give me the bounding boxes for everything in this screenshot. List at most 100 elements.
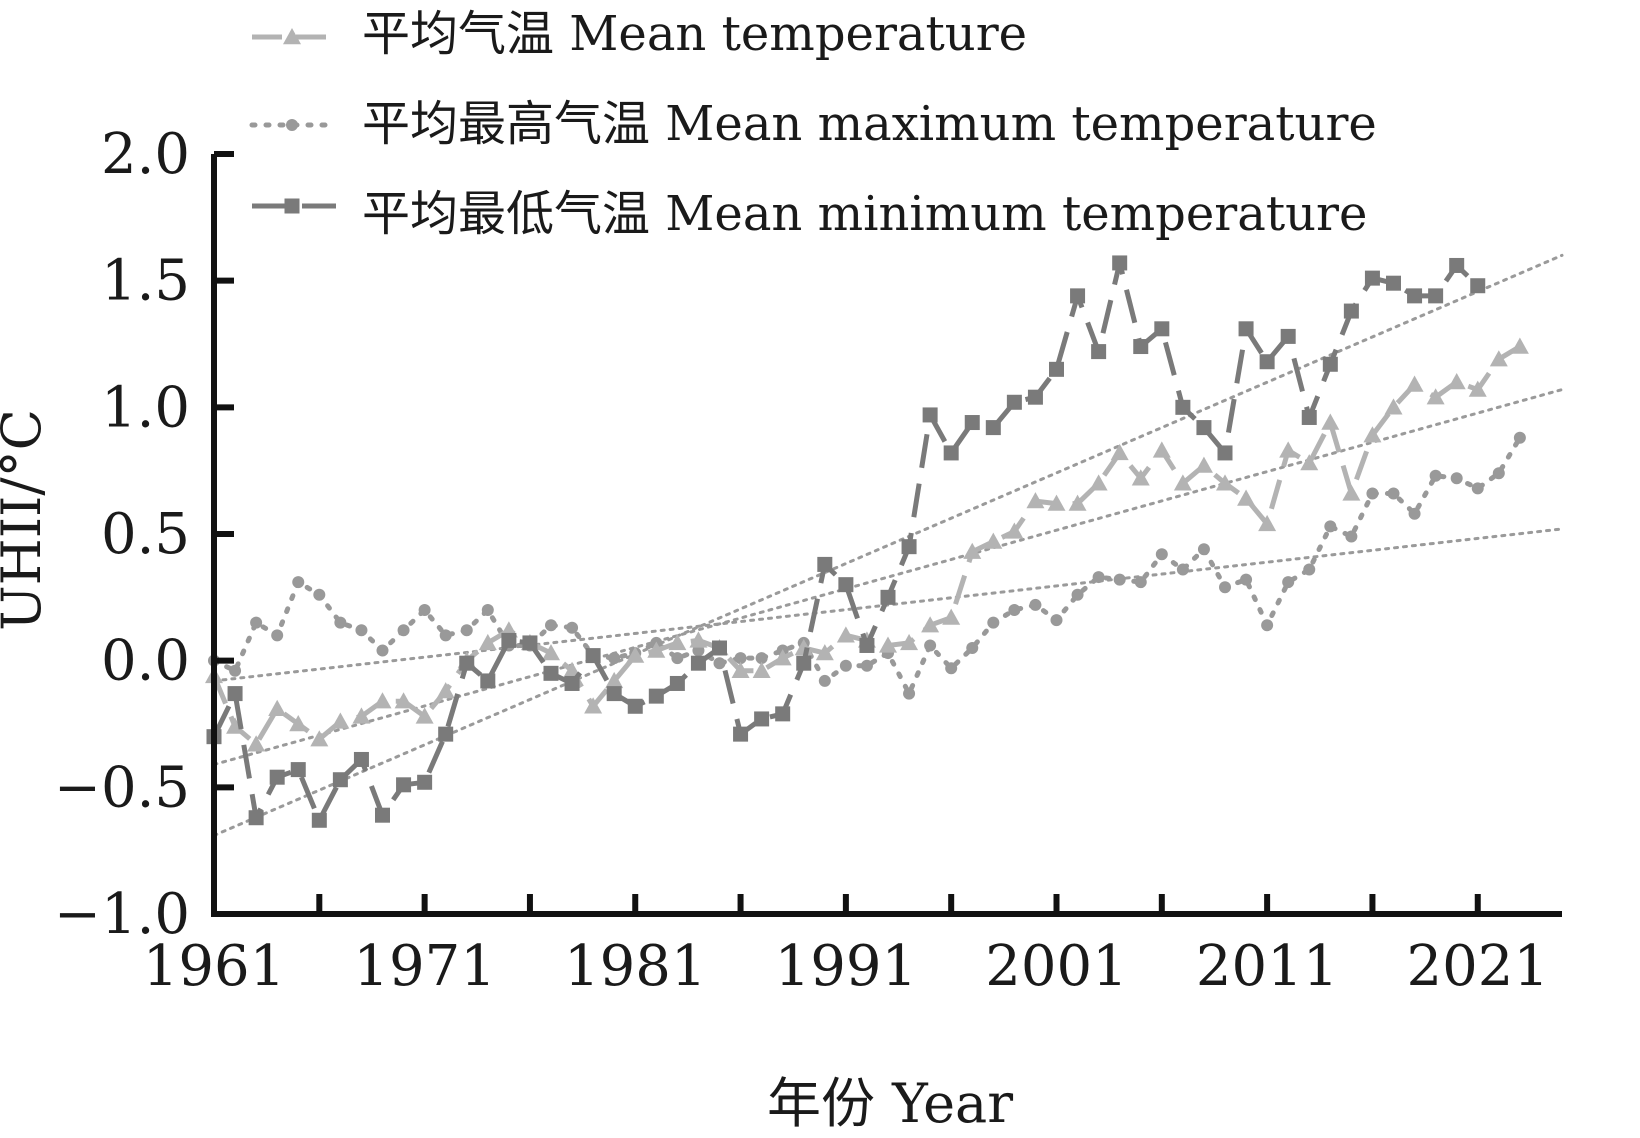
data-point-min xyxy=(1470,278,1486,294)
data-point-mean xyxy=(310,730,329,747)
data-point-min xyxy=(1280,328,1296,344)
axes xyxy=(211,154,1562,917)
legend: 平均气温 Mean temperature 平均最高气温 Mean maximu… xyxy=(249,6,1377,242)
data-point-min xyxy=(269,769,285,785)
data-point-mean xyxy=(1405,375,1424,392)
data-point-mean xyxy=(1321,413,1340,430)
data-point-max xyxy=(818,674,831,687)
data-point-max xyxy=(1408,507,1421,520)
data-point-mean xyxy=(1173,474,1192,491)
data-point-max xyxy=(734,652,747,665)
y-tick-label: −1.0 xyxy=(54,882,190,947)
data-point-min xyxy=(880,589,896,605)
data-point-min xyxy=(396,777,412,793)
data-point-min xyxy=(1196,420,1212,436)
data-point-min xyxy=(606,686,622,702)
data-point-max xyxy=(334,616,347,629)
data-point-mean xyxy=(921,616,940,633)
y-tick-label: 0.5 xyxy=(101,502,190,567)
data-point-max xyxy=(903,687,916,700)
legend-sample-min xyxy=(252,198,336,214)
data-point-mean xyxy=(1447,373,1466,390)
data-point-mean xyxy=(1363,426,1382,443)
data-point-max xyxy=(1345,530,1358,543)
x-axis-title: 年份 Year xyxy=(767,1072,1013,1135)
data-point-min xyxy=(1070,288,1086,304)
data-point-mean xyxy=(1110,443,1129,461)
data-point-mean xyxy=(542,644,560,661)
data-point-mean xyxy=(1237,489,1256,506)
data-point-max xyxy=(839,659,852,672)
data-point-min xyxy=(1133,339,1149,355)
data-point-min xyxy=(501,632,517,648)
data-point-mean xyxy=(1279,441,1298,458)
data-point-max xyxy=(1429,469,1442,482)
y-tick-label: 0.0 xyxy=(101,629,190,694)
data-point-mean xyxy=(1342,484,1361,501)
data-point-min xyxy=(1322,356,1338,372)
x-tick-label: 2011 xyxy=(1196,934,1339,999)
data-point-max xyxy=(376,644,389,657)
data-point-min xyxy=(796,655,812,671)
data-point-min xyxy=(227,686,243,702)
data-point-min xyxy=(564,675,580,691)
data-point-max xyxy=(250,616,263,629)
series-min xyxy=(206,255,1486,828)
data-point-max xyxy=(229,664,242,677)
data-point-mean xyxy=(1216,474,1234,491)
data-point-max xyxy=(1261,619,1274,632)
series-layer xyxy=(205,255,1529,828)
data-point-min xyxy=(438,726,454,742)
data-point-min xyxy=(1027,389,1043,405)
data-point-max xyxy=(1050,614,1063,627)
data-point-max xyxy=(1240,573,1253,586)
data-point-mean xyxy=(1005,522,1024,539)
data-point-mean xyxy=(942,608,961,625)
y-tick-label: 1.5 xyxy=(101,249,190,314)
data-point-mean xyxy=(605,671,624,689)
data-point-mean xyxy=(689,631,708,648)
data-point-max xyxy=(671,652,684,665)
data-point-mean xyxy=(584,697,603,714)
data-point-max xyxy=(1450,472,1463,485)
trend-line-min xyxy=(212,253,1564,837)
data-point-mean xyxy=(1489,350,1508,367)
data-point-max xyxy=(945,662,958,675)
data-point-max xyxy=(1008,604,1021,616)
data-point-mean xyxy=(1068,494,1087,511)
data-point-mean xyxy=(1152,441,1171,458)
data-point-mean xyxy=(815,644,834,661)
data-point-max xyxy=(1197,543,1210,556)
data-point-max xyxy=(460,624,473,637)
data-point-max xyxy=(1071,588,1084,601)
data-point-min xyxy=(775,706,791,722)
legend-item-min: 平均最低气温 Mean minimum temperature xyxy=(252,186,1367,242)
y-axis-title: UHII/°C xyxy=(0,409,53,631)
data-point-max xyxy=(418,604,431,616)
data-point-mean xyxy=(963,542,982,559)
data-point-max xyxy=(1366,487,1379,500)
data-point-max xyxy=(271,629,284,642)
data-point-max xyxy=(1513,431,1526,444)
series-mean xyxy=(205,337,1529,752)
data-point-min xyxy=(311,812,327,828)
x-tick-label: 1981 xyxy=(564,934,707,999)
legend-item-mean: 平均气温 Mean temperature xyxy=(252,6,1027,62)
data-point-max xyxy=(713,657,726,670)
data-point-mean xyxy=(836,626,855,643)
data-point-min xyxy=(1154,321,1170,337)
trend-line-max xyxy=(212,527,1564,683)
data-point-min xyxy=(1428,288,1444,304)
data-point-max xyxy=(292,576,305,589)
data-point-min xyxy=(627,698,643,714)
data-point-min xyxy=(543,665,559,681)
data-point-min xyxy=(522,635,538,651)
data-point-min xyxy=(859,637,875,653)
data-point-min xyxy=(459,655,475,671)
y-tick-label: 2.0 xyxy=(101,122,190,187)
data-point-min xyxy=(585,648,601,664)
data-point-mean xyxy=(668,633,687,651)
data-point-mean xyxy=(1089,474,1108,491)
data-point-mean xyxy=(226,717,245,734)
legend-label-mean: 平均气温 Mean temperature xyxy=(362,6,1027,62)
